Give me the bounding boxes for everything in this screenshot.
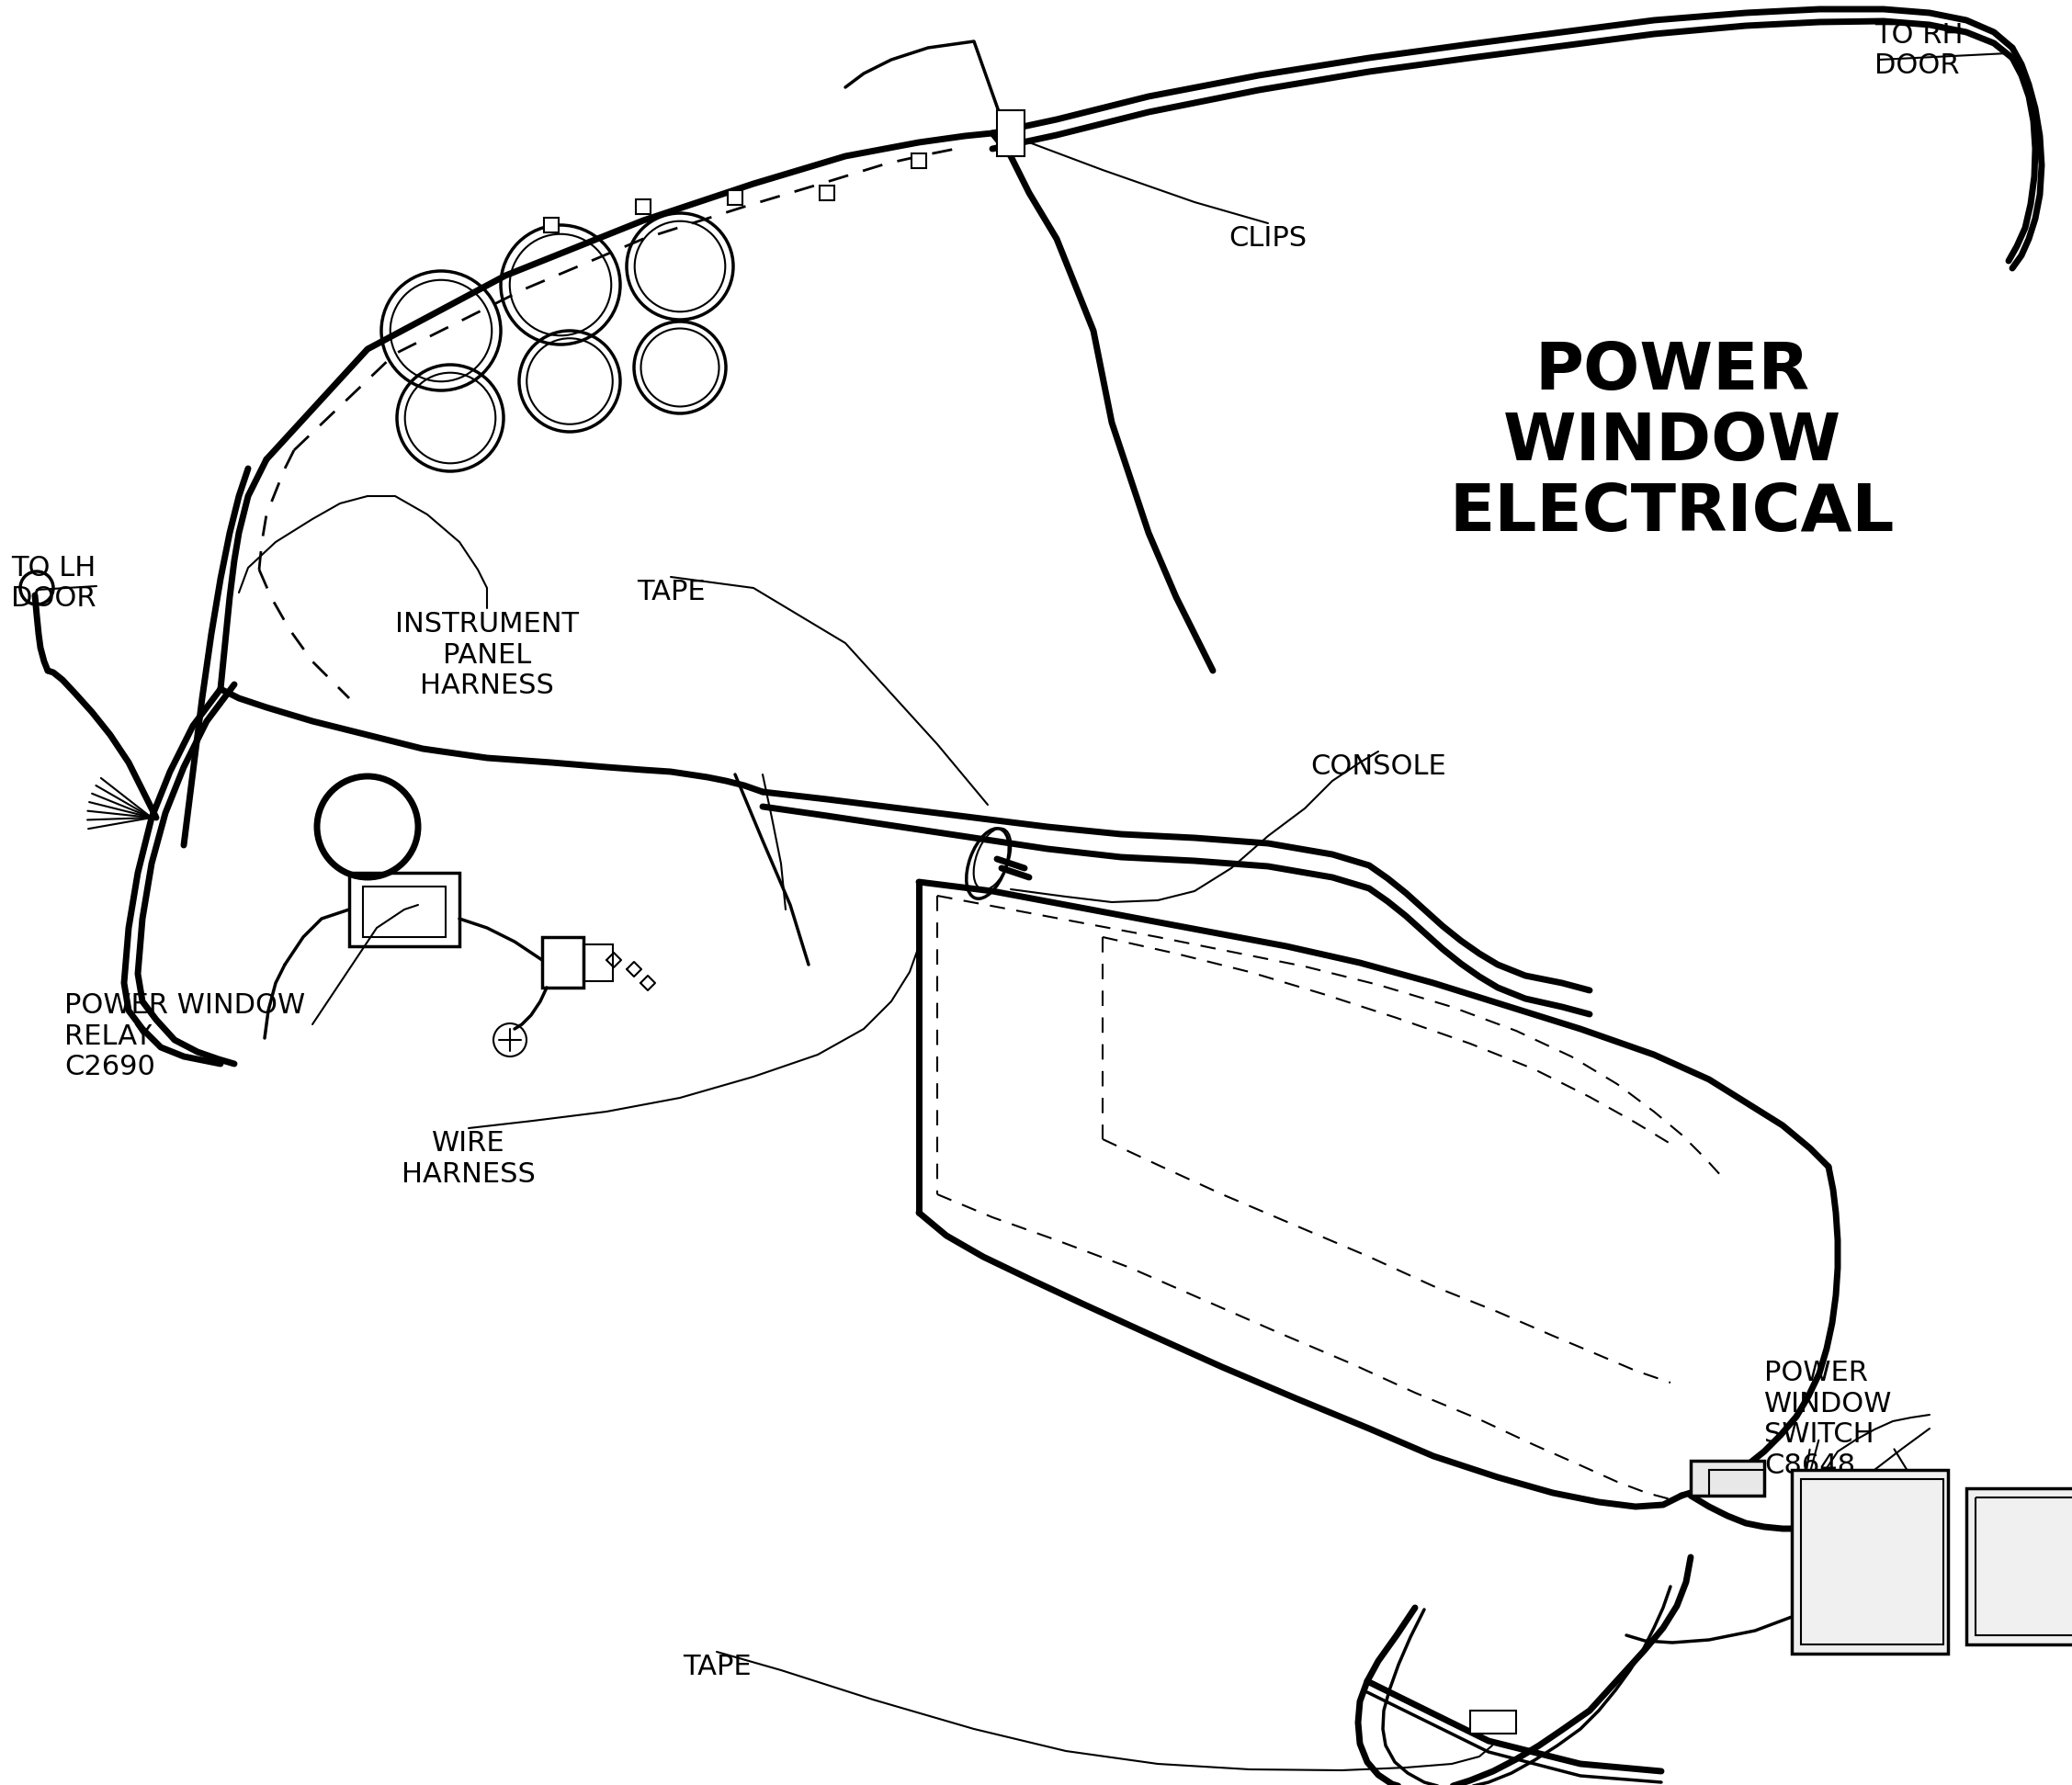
Text: POWER
WINDOW
SWITCH
C8648: POWER WINDOW SWITCH C8648 [1763, 1360, 1892, 1480]
Text: INSTRUMENT
PANEL
HARNESS: INSTRUMENT PANEL HARNESS [396, 610, 578, 700]
Text: TO RH
DOOR: TO RH DOOR [1875, 21, 1962, 79]
FancyBboxPatch shape [727, 191, 742, 205]
FancyBboxPatch shape [1792, 1469, 1948, 1653]
Text: TO LH
DOOR: TO LH DOOR [10, 555, 95, 612]
Text: POWER
WINDOW
ELECTRICAL: POWER WINDOW ELECTRICAL [1450, 339, 1894, 544]
FancyBboxPatch shape [997, 111, 1024, 155]
Text: TAPE: TAPE [636, 578, 704, 605]
FancyBboxPatch shape [545, 218, 559, 232]
Text: WIRE
HARNESS: WIRE HARNESS [402, 1130, 537, 1187]
Text: POWER WINDOW
RELAY
C2690: POWER WINDOW RELAY C2690 [64, 992, 305, 1080]
FancyBboxPatch shape [912, 154, 926, 168]
Text: CONSOLE: CONSOLE [1310, 753, 1446, 780]
FancyBboxPatch shape [821, 186, 835, 200]
Text: CLIPS: CLIPS [1229, 225, 1307, 252]
Text: TAPE: TAPE [682, 1653, 750, 1680]
FancyBboxPatch shape [1966, 1489, 2072, 1644]
FancyBboxPatch shape [1691, 1460, 1763, 1496]
FancyBboxPatch shape [1471, 1710, 1517, 1733]
FancyBboxPatch shape [636, 200, 651, 214]
